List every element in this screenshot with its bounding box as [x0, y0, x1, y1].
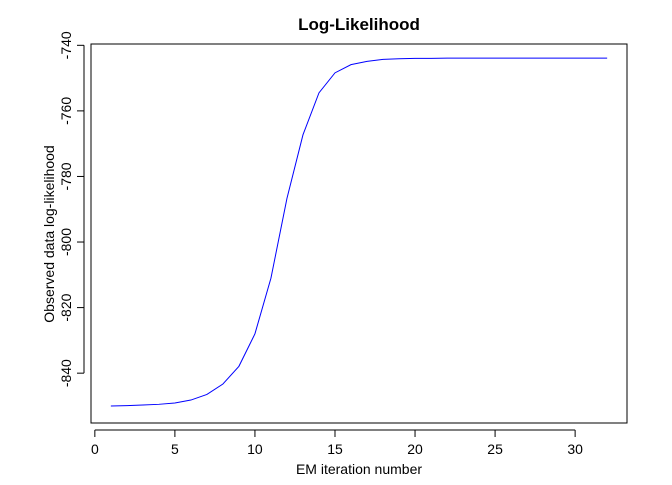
- y-tick-label: -840: [58, 359, 74, 387]
- x-tick-label: 5: [171, 441, 179, 457]
- plot-box: [90, 43, 628, 424]
- x-tick-label: 10: [247, 441, 263, 457]
- y-tick-label: -800: [58, 228, 74, 256]
- x-tick-label: 25: [487, 441, 503, 457]
- y-tick-label: -780: [58, 162, 74, 190]
- data-line: [110, 57, 608, 407]
- y-tick-label: -820: [58, 293, 74, 321]
- x-tick-label: 30: [567, 441, 583, 457]
- x-tick-label: 0: [91, 441, 99, 457]
- x-tick-label: 15: [327, 441, 343, 457]
- chart-title: Log-Likelihood: [298, 15, 420, 34]
- y-axis-label: Observed data log-likelihood: [41, 145, 57, 322]
- y-tick-label: -740: [58, 31, 74, 59]
- y-tick-label: -760: [58, 97, 74, 125]
- x-axis-label: EM iteration number: [296, 461, 422, 477]
- x-tick-label: 20: [407, 441, 423, 457]
